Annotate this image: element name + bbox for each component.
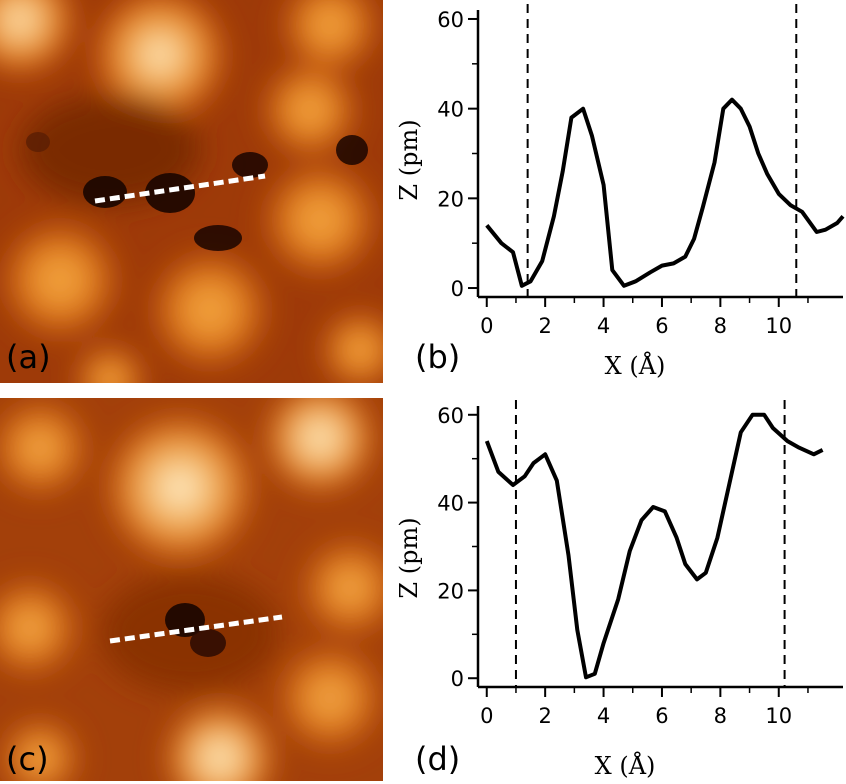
y-tick-label: 20 [437, 579, 464, 603]
y-tick-label: 0 [451, 277, 464, 301]
vlines-b [526, 4, 798, 297]
x-tick-label: 8 [714, 704, 727, 728]
y-axis-label-b: Z (pm) [395, 119, 423, 200]
x-tick-label: 2 [538, 314, 551, 338]
profile-line-a [94, 173, 266, 204]
x-tick-label: 10 [765, 704, 792, 728]
ticks-b: 0 2 4 6 8 10 0 20 40 60 [437, 8, 809, 338]
x-axis-label-d: X (Å) [595, 751, 656, 780]
y-tick-label: 40 [437, 98, 464, 122]
axes-d [476, 406, 843, 689]
y-tick-label: 60 [437, 8, 464, 32]
x-tick-label: 10 [765, 314, 792, 338]
x-tick-label: 6 [655, 704, 668, 728]
stm-image-a: (a) [0, 0, 383, 383]
y-tick-label: 20 [437, 187, 464, 211]
x-tick-label: 0 [480, 704, 493, 728]
x-axis-label-b: X (Å) [605, 351, 666, 380]
panel-label-c: (c) [6, 740, 49, 778]
series-d [484, 412, 824, 680]
stm-surface-features [0, 398, 383, 781]
ticks-d: 0 2 4 6 8 10 0 20 40 60 [437, 404, 809, 728]
height-profile-line [485, 97, 845, 288]
y-tick-label: 40 [437, 492, 464, 516]
y-axis-label-d: Z (pm) [395, 517, 423, 598]
x-tick-label: 4 [597, 704, 610, 728]
stm-surface-features [0, 0, 383, 383]
panel-label-b: (b) [415, 338, 460, 376]
panel-label-a: (a) [6, 338, 51, 376]
x-tick-label: 2 [538, 704, 551, 728]
x-tick-label: 8 [714, 314, 727, 338]
x-tick-label: 4 [597, 314, 610, 338]
height-profile-line [484, 412, 824, 680]
chart-svg-d: 0 2 4 6 8 10 0 20 40 60 X (Å) Z (pm) (d) [395, 400, 843, 780]
stm-dark-defects [165, 603, 226, 657]
axes-b [476, 10, 843, 299]
profile-line-c [109, 614, 283, 644]
series-b [485, 97, 845, 288]
stm-image-c: (c) [0, 398, 383, 781]
vlines-d [514, 400, 786, 687]
panel-label-d: (d) [415, 740, 460, 778]
stm-image-c-canvas: (c) [0, 398, 383, 781]
x-tick-label: 6 [655, 314, 668, 338]
stm-image-a-canvas: (a) [0, 0, 383, 383]
chart-svg-b: 0 2 4 6 8 10 0 20 40 60 X (Å) Z (pm) (b) [395, 4, 845, 380]
y-tick-label: 60 [437, 404, 464, 428]
x-tick-label: 0 [480, 314, 493, 338]
y-tick-label: 0 [451, 667, 464, 691]
stm-dark-defects [26, 132, 368, 251]
